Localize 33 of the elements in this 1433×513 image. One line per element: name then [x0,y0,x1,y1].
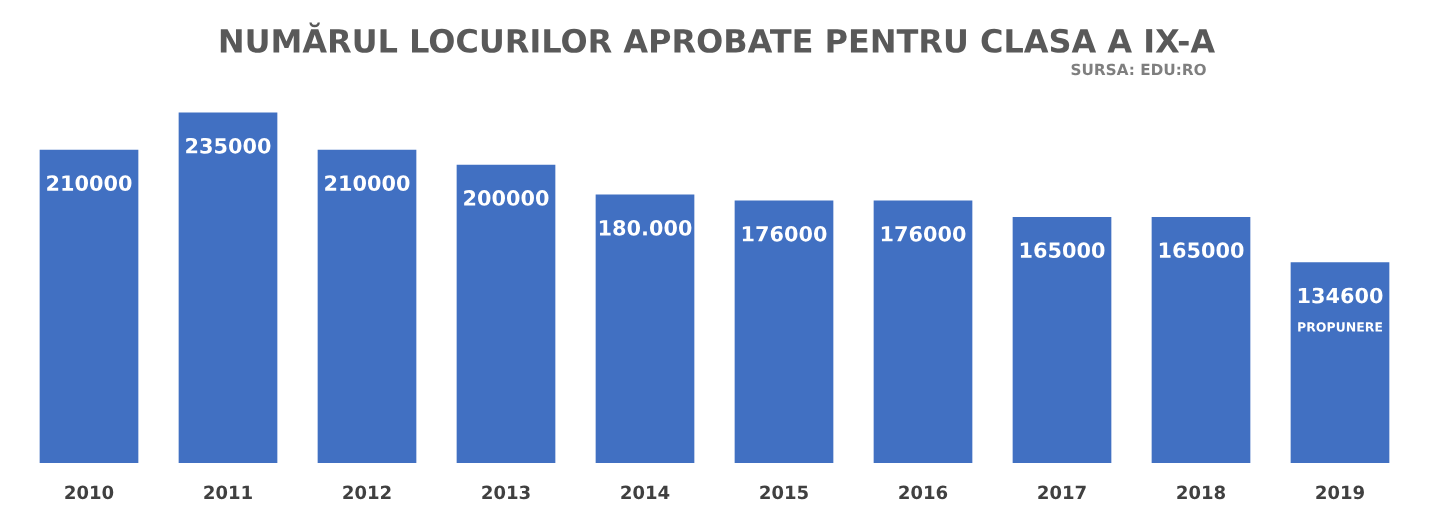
bar [456,164,556,463]
chart-title: NUMĂRUL LOCURILOR APROBATE PENTRU CLASA A IX-A [220,22,1215,53]
data-label: 176000 [881,225,966,242]
data-label: 200000 [464,190,549,206]
x-tick-label: 2017 [1038,485,1086,500]
bar [178,112,278,463]
data-label: 235000 [186,137,271,154]
bar [1151,216,1251,463]
bar [1012,216,1112,463]
annotation: PROPUNERE [1298,322,1383,332]
data-label: 180.000 [599,219,692,236]
bar [873,200,973,463]
data-label: 165000 [1020,242,1105,259]
data-label: 176000 [742,225,827,242]
x-tick-label: 2012 [343,485,391,500]
bar [1290,262,1390,463]
bar [595,194,695,463]
bar [39,149,139,463]
data-label: 165000 [1159,242,1244,259]
text: SURSA: EDU:RO [1071,63,1206,76]
bar [734,200,834,463]
x-tick-label: 2011 [204,485,252,500]
x-tick-label: 2014 [621,485,670,500]
x-tick-label: 2010 [65,485,114,500]
x-tick-label: 2016 [899,485,948,500]
x-tick-label: 2015 [760,485,808,500]
x-tick-label: 2018 [1177,485,1226,500]
x-tick-label: 2013 [482,485,530,500]
data-label: 210000 [47,175,132,191]
x-tick-label: 2019 [1316,485,1364,500]
data-label: 134600 [1298,287,1383,304]
data-label: 210000 [325,175,410,191]
bar [317,149,417,463]
